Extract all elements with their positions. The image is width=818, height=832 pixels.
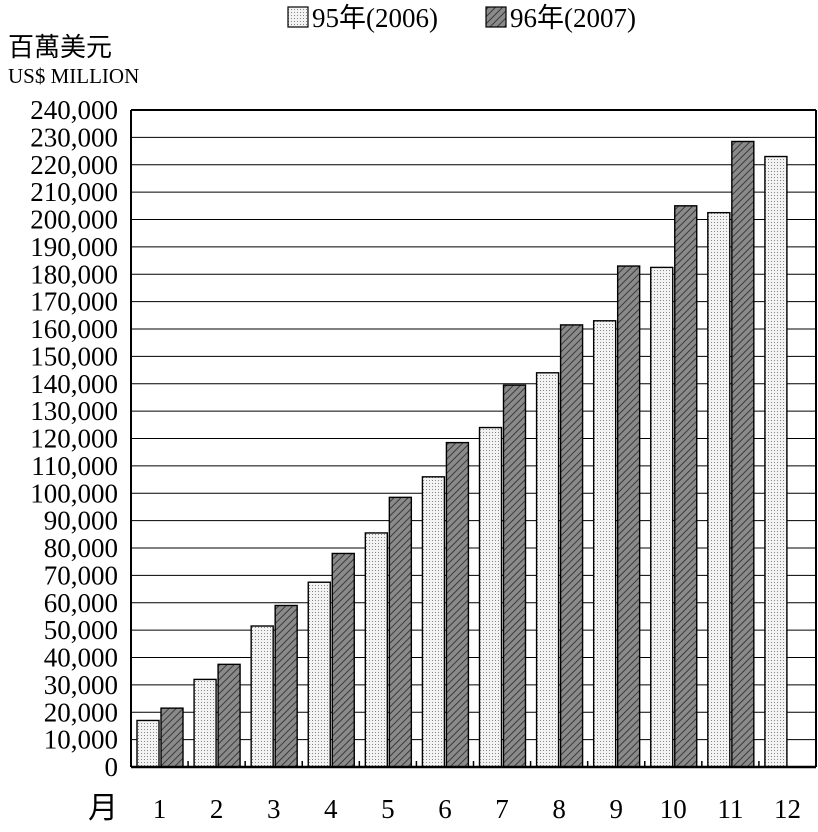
x-tick-label: 11 [717, 794, 743, 824]
bar-2007-month-7 [502, 384, 527, 768]
x-tick-label: 10 [660, 794, 687, 824]
legend-swatch-2007 [485, 6, 507, 28]
bar-2007-month-1 [160, 707, 184, 768]
y-tick-label: 50,000 [44, 615, 118, 645]
y-tick-label: 170,000 [30, 287, 118, 317]
y-tick-label: 0 [105, 752, 119, 782]
bar-2006-month-4 [307, 581, 331, 768]
bar-2006-month-12 [764, 155, 788, 768]
legend: 95年(2006) 96年(2007) [287, 3, 636, 33]
legend-label-2007: 96年(2007) [510, 3, 636, 33]
y-tick-label: 90,000 [44, 506, 118, 536]
bar-2007-month-6 [445, 441, 470, 768]
grid [131, 136, 816, 741]
y-tick-label: 130,000 [30, 396, 118, 426]
y-tick-label: 160,000 [30, 314, 118, 344]
x-tick-label: 8 [552, 794, 566, 824]
y-unit-label-en: US$ MILLION [8, 64, 139, 88]
y-tick-label: 190,000 [30, 232, 118, 262]
bar-2006-month-3 [250, 625, 274, 768]
bar-2007-month-2 [217, 663, 241, 768]
y-tick-label: 150,000 [30, 341, 118, 371]
x-tick-label: 4 [324, 794, 338, 824]
y-tick-label: 30,000 [44, 670, 118, 700]
x-tick-label: 5 [381, 794, 395, 824]
bar-2007-month-10 [674, 205, 698, 768]
legend-swatch-2006 [287, 6, 309, 28]
y-tick-label: 210,000 [30, 177, 118, 207]
x-axis-label: 月 [88, 791, 118, 826]
bar-2006-month-6 [421, 476, 446, 768]
y-tick-label: 230,000 [30, 122, 118, 152]
y-tick-label: 240,000 [30, 95, 118, 125]
bar-2006-month-2 [193, 678, 217, 768]
bar-2006-month-10 [650, 266, 674, 768]
bar-2006-month-5 [364, 532, 389, 768]
bar-2007-month-3 [274, 604, 298, 768]
y-tick-label: 120,000 [30, 424, 118, 454]
y-tick-label: 40,000 [44, 643, 118, 673]
x-tick-label: 1 [153, 794, 167, 824]
y-tick-label: 180,000 [30, 259, 118, 289]
bar-2006-month-9 [592, 320, 617, 768]
y-tick-label: 220,000 [30, 150, 118, 180]
y-tick-label: 20,000 [44, 697, 118, 727]
y-tick-label: 80,000 [44, 533, 118, 563]
x-tick-label: 2 [210, 794, 224, 824]
bars [136, 140, 788, 768]
bar-2006-month-8 [535, 372, 560, 768]
bar-2006-month-1 [136, 719, 160, 768]
y-axis-ticks: 010,00020,00030,00040,00050,00060,00070,… [30, 95, 118, 782]
bar-2007-month-9 [616, 265, 641, 768]
bar-2007-month-4 [331, 552, 355, 768]
y-tick-label: 200,000 [30, 205, 118, 235]
y-tick-label: 10,000 [44, 725, 118, 755]
y-unit-label-zh: 百萬美元 [8, 33, 112, 63]
x-tick-label: 9 [609, 794, 623, 824]
x-tick-label: 6 [438, 794, 452, 824]
legend-label-2006: 95年(2006) [312, 3, 438, 33]
bar-2007-month-5 [388, 496, 413, 768]
bar-2007-month-8 [559, 324, 584, 768]
x-tick-label: 12 [774, 794, 801, 824]
y-tick-label: 100,000 [30, 478, 118, 508]
y-tick-label: 60,000 [44, 588, 118, 618]
bar-2006-month-7 [478, 426, 503, 768]
y-tick-label: 140,000 [30, 369, 118, 399]
x-tick-label: 7 [495, 794, 509, 824]
bar-2007-month-11 [731, 140, 755, 768]
y-tick-label: 110,000 [31, 451, 118, 481]
y-tick-label: 70,000 [44, 560, 118, 590]
x-axis-ticks: 1 2 3 4 5 6 7 8 9 10 11 12 [153, 761, 801, 824]
bar-2006-month-11 [707, 211, 731, 768]
x-tick-label: 3 [267, 794, 281, 824]
